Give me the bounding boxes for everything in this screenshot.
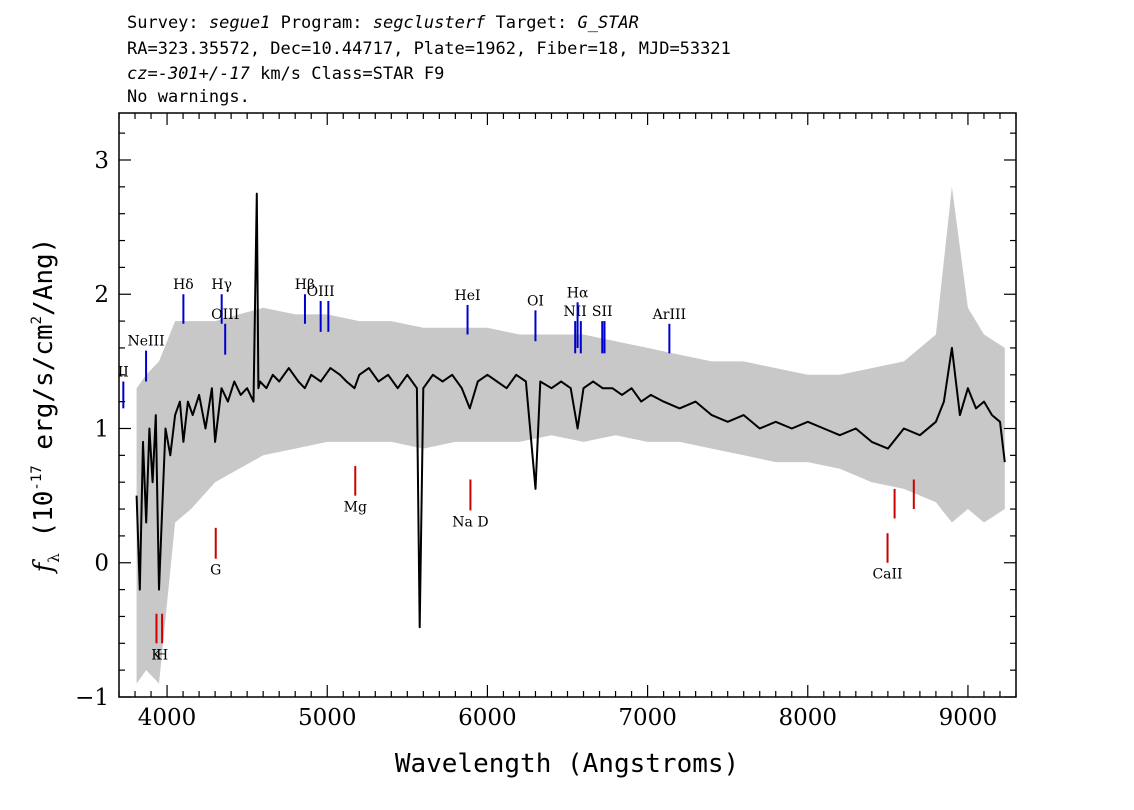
header-line-2: RA=323.35572, Dec=10.44717, Plate=1962, … xyxy=(127,39,731,59)
y-axis-exp2: 2 xyxy=(29,316,45,324)
svg-text:fλ (10-17 erg/s/cm2/Ang): fλ (10-17 erg/s/cm2/Ang) xyxy=(29,238,63,575)
absorption-line-label: Na D xyxy=(452,514,488,530)
target-value: G_STAR xyxy=(577,13,638,33)
x-tick-label: 7000 xyxy=(618,705,677,731)
y-axis-post: /Ang) xyxy=(29,238,59,316)
y-tick-label: 1 xyxy=(94,416,109,442)
emission-line-label: ArIII xyxy=(652,307,686,323)
y-axis-mid: erg/s/cm xyxy=(29,324,59,449)
absorption-line-label: K xyxy=(151,647,162,663)
header-line-4: No warnings. xyxy=(127,87,250,107)
program-value: segclusterf xyxy=(373,13,486,33)
emission-line-label: SII xyxy=(592,304,613,320)
emission-line-label: HeI xyxy=(455,288,481,304)
y-axis-lambda: λ xyxy=(45,553,63,563)
y-axis-title: fλ (10-17 erg/s/cm2/Ang) xyxy=(29,238,63,575)
x-tick-label: 5000 xyxy=(298,705,357,731)
emission-line-label: Hγ xyxy=(211,277,232,293)
spectrum-header: Survey: segue1 Program: segclusterf Targ… xyxy=(127,13,731,107)
absorption-line-label: Mg xyxy=(344,500,367,516)
y-tick-label: −1 xyxy=(75,685,109,711)
x-tick-label: 6000 xyxy=(458,705,517,731)
x-tick-label: 8000 xyxy=(778,705,837,731)
emission-line-label: OI xyxy=(527,293,544,309)
emission-line-label: NeIII xyxy=(127,334,164,350)
absorption-line-label: H xyxy=(156,647,168,663)
class-value: km/s Class=STAR F9 xyxy=(260,64,444,84)
redshift-value: cz=-301+/-17 xyxy=(127,64,251,84)
emission-line-label: NII xyxy=(564,304,587,320)
program-label: Program: xyxy=(281,13,363,33)
y-tick-label: 0 xyxy=(94,551,109,577)
y-axis-ticks: −1 0 1 2 3 xyxy=(75,132,1016,711)
header-line-1: Survey: segue1 Program: segclusterf Targ… xyxy=(127,13,639,33)
y-tick-label: 2 xyxy=(94,282,109,308)
emission-line-label: Hδ xyxy=(173,277,194,293)
survey-value: segue1 xyxy=(209,13,270,33)
emission-line-label: Hβ xyxy=(295,277,315,293)
emission-line-label: OIII xyxy=(211,307,239,323)
x-tick-label: 9000 xyxy=(939,705,998,731)
x-axis-ticks: 4000 5000 6000 7000 8000 9000 xyxy=(118,113,1017,731)
emission-line-label: Hα xyxy=(567,285,589,301)
target-label: Target: xyxy=(496,13,568,33)
flux-line xyxy=(135,192,1006,629)
error-band-layer xyxy=(136,186,1005,684)
absorption-line-label: CaII xyxy=(872,567,902,583)
header-line-3: cz=-301+/-17 km/s Class=STAR F9 xyxy=(127,64,444,84)
emission-line-label: II xyxy=(118,365,129,381)
x-axis-title: Wavelength (Angstroms) xyxy=(395,749,739,779)
survey-label: Survey: xyxy=(127,13,199,33)
y-axis-pre: (10 xyxy=(29,491,59,538)
emission-line-label: OIII xyxy=(307,284,335,300)
flux-layer xyxy=(135,192,1006,629)
y-axis-exp1: -17 xyxy=(29,465,45,490)
error-band xyxy=(136,186,1005,684)
absorption-line-label: G xyxy=(210,563,221,579)
y-tick-label: 3 xyxy=(94,148,109,174)
x-tick-label: 4000 xyxy=(138,705,197,731)
